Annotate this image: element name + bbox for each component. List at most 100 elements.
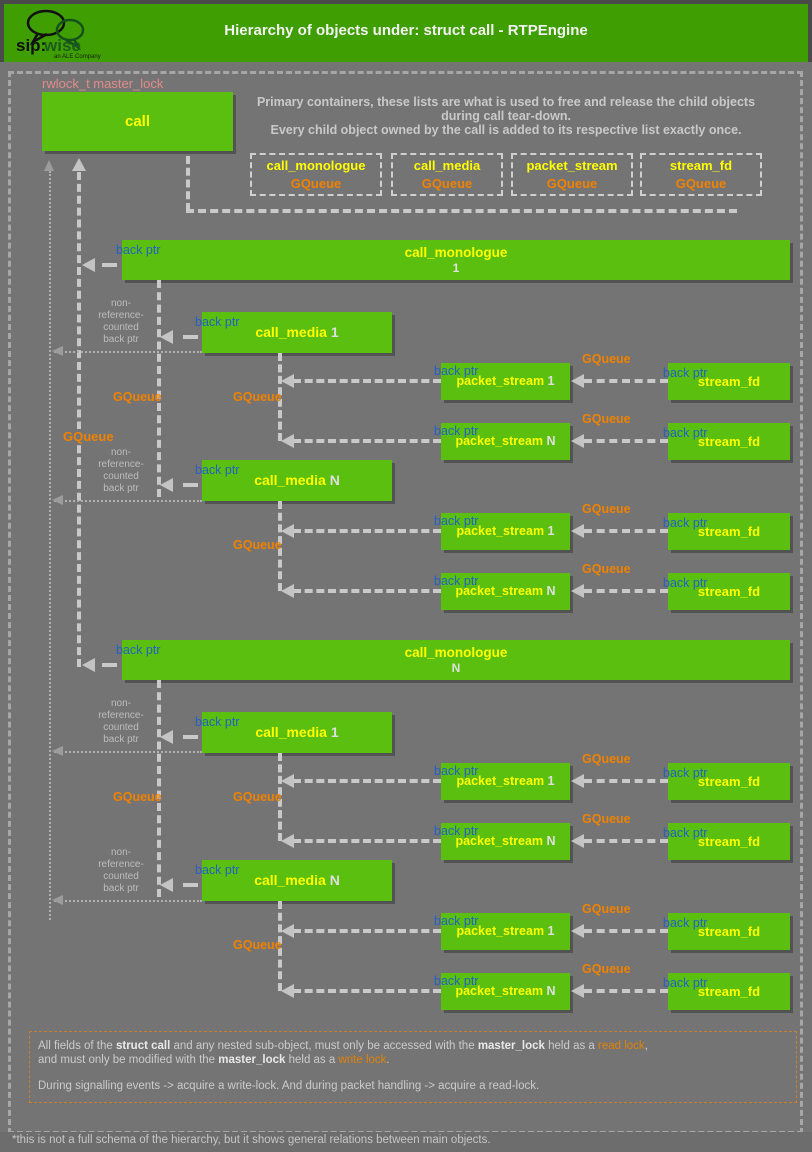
arrow-left-icon: [82, 258, 95, 272]
arrow-left-icon: [281, 434, 294, 448]
packet-stream-box-number: N: [546, 584, 556, 598]
stream-fd-box-label: stream_fd: [697, 584, 761, 599]
gqueue-label: GQueue: [582, 962, 631, 976]
non-ref-line: back ptr: [103, 334, 139, 345]
dashed-line: [102, 663, 117, 667]
packet-stream-box-label: packet_stream: [455, 434, 544, 448]
back-ptr-label: back ptr: [434, 574, 479, 588]
notes-text: held as a: [285, 1054, 339, 1066]
dashed-line: [278, 753, 282, 841]
call-monologue-number: 1: [452, 261, 460, 275]
dotted-line: [54, 751, 202, 753]
gqueue-label: GQueue: [582, 812, 631, 826]
dashed-line: [584, 529, 668, 533]
packet-stream-box-number: 1: [547, 374, 555, 388]
back-ptr-label: back ptr: [116, 243, 161, 257]
arrow-left-icon: [281, 584, 294, 598]
call-monologue-number: N: [451, 661, 461, 675]
arrow-left-icon: [571, 524, 584, 538]
non-ref-line: counted: [103, 471, 139, 482]
sipwise-logo: sip: wise an ALE Company: [16, 9, 101, 60]
arrow-left-icon: [82, 658, 95, 672]
back-ptr-label: back ptr: [195, 715, 240, 729]
back-ptr-label: back ptr: [434, 514, 479, 528]
arrow-left-icon: [571, 984, 584, 998]
arrow-left-icon: [160, 330, 173, 344]
footer-band: [0, 1132, 812, 1152]
dashed-line: [278, 353, 282, 441]
arrow-left-icon: [52, 346, 63, 356]
notes-text: All fields of the: [38, 1040, 116, 1052]
back-ptr-label: back ptr: [663, 576, 708, 590]
stream-fd-box-label: stream_fd: [697, 834, 761, 849]
dashed-line: [278, 501, 282, 591]
stream-fd-box: stream_fd: [668, 823, 790, 860]
arrow-left-icon: [281, 834, 294, 848]
stream-fd-box-label: stream_fd: [697, 924, 761, 939]
gqueue-label: GQueue: [61, 429, 116, 444]
stream-fd-box: stream_fd: [668, 763, 790, 800]
dashed-line: [293, 589, 441, 593]
packet-stream-box: packet_stream 1: [441, 513, 570, 550]
container-type: GQueue: [546, 176, 598, 191]
footnote: *this is not a full schema of the hierar…: [12, 1134, 491, 1146]
container-name: stream_fd: [669, 158, 733, 173]
arrow-left-icon: [571, 584, 584, 598]
non-ref-label: non-reference-counted back ptr: [66, 847, 176, 895]
gqueue-label: GQueue: [582, 752, 631, 766]
non-ref-line: counted: [103, 322, 139, 333]
dashed-line: [293, 439, 441, 443]
packet-stream-box-number: N: [546, 434, 556, 448]
back-ptr-label: back ptr: [434, 764, 479, 778]
notes-text: .: [386, 1054, 390, 1066]
notes-bold: master_lock: [218, 1054, 286, 1066]
arrow-left-icon: [281, 524, 294, 538]
non-ref-line: non-: [110, 847, 131, 858]
packet-stream-box-label: packet_stream: [456, 774, 545, 788]
gqueue-label: GQueue: [582, 412, 631, 426]
non-ref-line: counted: [103, 871, 139, 882]
non-ref-line: back ptr: [103, 734, 139, 745]
call-monologue-label: call_monologue: [404, 645, 508, 660]
call-monologue-label: call_monologue: [404, 245, 508, 260]
container-type: GQueue: [675, 176, 727, 191]
notes-text: and must only be modified with the: [38, 1054, 219, 1066]
container-name: call_monologue: [266, 158, 366, 173]
arrow-left-icon: [160, 878, 173, 892]
dashed-line: [183, 483, 198, 487]
non-ref-line: back ptr: [103, 883, 139, 894]
dashed-line: [183, 735, 198, 739]
arrow-left-icon: [571, 374, 584, 388]
dashed-line: [186, 156, 190, 211]
dashed-line: [293, 779, 441, 783]
header-bar: sip: wise an ALE Company: [0, 0, 812, 62]
non-ref-line: reference-: [98, 710, 144, 721]
stream-fd-box: stream_fd: [668, 973, 790, 1010]
dashed-line: [584, 439, 668, 443]
dashed-line: [584, 589, 668, 593]
dotted-line: [54, 351, 202, 353]
arrow-left-icon: [571, 924, 584, 938]
arrow-left-icon: [281, 374, 294, 388]
back-ptr-label: back ptr: [434, 824, 479, 838]
non-ref-label: non-reference-counted back ptr: [66, 698, 176, 746]
notes-text: and any nested sub-object, must only be …: [170, 1040, 478, 1052]
arrow-left-icon: [281, 774, 294, 788]
packet-stream-box-number: 1: [547, 774, 555, 788]
notes-bold: struct call: [115, 1040, 171, 1052]
stream-fd-box-label: stream_fd: [697, 374, 761, 389]
packet-stream-box-number: N: [546, 984, 556, 998]
page-title: Hierarchy of objects under: struct call …: [224, 22, 588, 39]
non-ref-line: non-: [110, 447, 131, 458]
gqueue-label: GQueue: [113, 790, 162, 804]
back-ptr-label: back ptr: [195, 863, 240, 877]
packet-stream-box-label: packet_stream: [455, 984, 544, 998]
gqueue-label: GQueue: [582, 562, 631, 576]
stream-fd-box: stream_fd: [668, 573, 790, 610]
back-ptr-label: back ptr: [434, 914, 479, 928]
container-call-media: call_media GQueue: [391, 153, 503, 196]
write-lock-text: write lock: [338, 1054, 387, 1066]
call-media-box-number: 1: [330, 724, 339, 740]
call-box: call: [42, 92, 233, 151]
